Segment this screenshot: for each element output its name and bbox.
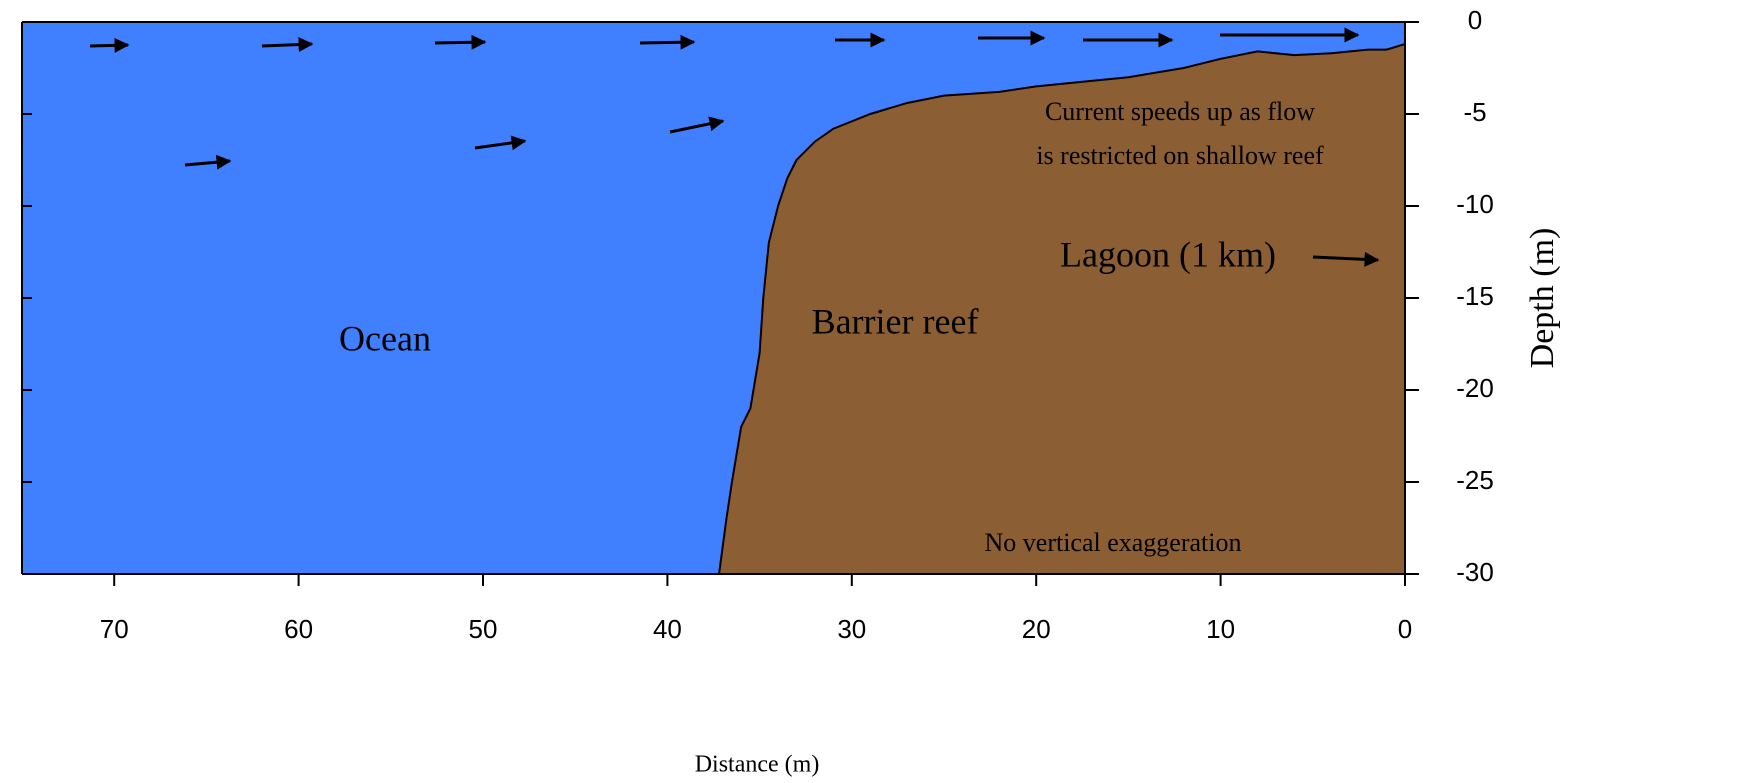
- y-tick-label: -10: [1456, 189, 1494, 219]
- reef-label: Barrier reef: [812, 301, 979, 341]
- current-note: is restricted on shallow reef: [1036, 141, 1324, 170]
- x-tick-label: 30: [837, 614, 866, 644]
- y-tick-label: 0: [1468, 5, 1482, 35]
- x-tick-label: 0: [1398, 614, 1412, 644]
- x-tick-label: 10: [1206, 614, 1235, 644]
- y-tick-label: -20: [1456, 373, 1494, 403]
- y-tick-label: -30: [1456, 557, 1494, 587]
- current-note: Current speeds up as flow: [1045, 97, 1315, 126]
- x-tick-label: 50: [469, 614, 498, 644]
- x-tick-label: 70: [100, 614, 129, 644]
- x-axis-label: Distance (m): [695, 752, 820, 778]
- ocean-label: Ocean: [339, 318, 431, 358]
- y-tick-label: -5: [1463, 97, 1486, 127]
- y-tick-label: -25: [1456, 465, 1494, 495]
- y-tick-label: -15: [1456, 281, 1494, 311]
- lagoon-label: Lagoon (1 km): [1060, 234, 1276, 274]
- x-tick-label: 40: [653, 614, 682, 644]
- scale-note: No vertical exaggeration: [985, 528, 1242, 557]
- chart: Ocean Barrier reef Lagoon (1 km) Current…: [0, 0, 1762, 783]
- x-tick-label: 60: [284, 614, 313, 644]
- y-axis-label: Depth (m): [1524, 228, 1561, 369]
- x-tick-label: 20: [1022, 614, 1051, 644]
